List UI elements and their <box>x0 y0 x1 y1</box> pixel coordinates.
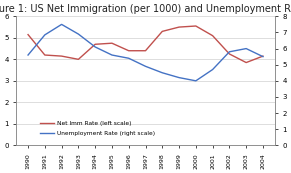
Unemployment Rate (right scale) <box>43 34 47 36</box>
Net Imm Rate (left scale) <box>194 25 198 27</box>
Net Imm Rate (left scale) <box>244 62 248 64</box>
Unemployment Rate (right scale) <box>211 69 214 71</box>
Net Imm Rate (left scale) <box>43 54 47 56</box>
Net Imm Rate (left scale) <box>93 43 97 45</box>
Net Imm Rate (left scale) <box>144 50 147 52</box>
Net Imm Rate (left scale) <box>110 42 114 44</box>
Unemployment Rate (right scale) <box>93 46 97 48</box>
Unemployment Rate (right scale) <box>228 51 231 53</box>
Unemployment Rate (right scale) <box>261 56 265 58</box>
Unemployment Rate (right scale) <box>244 48 248 50</box>
Net Imm Rate (left scale) <box>26 34 30 36</box>
Title: Figure 1: US Net Immigration (per 1000) and Unemployment Rate: Figure 1: US Net Immigration (per 1000) … <box>0 4 291 14</box>
Unemployment Rate (right scale) <box>177 77 181 79</box>
Unemployment Rate (right scale) <box>161 72 164 74</box>
Line: Net Imm Rate (left scale): Net Imm Rate (left scale) <box>28 26 263 63</box>
Unemployment Rate (right scale) <box>26 54 30 56</box>
Net Imm Rate (left scale) <box>161 30 164 32</box>
Net Imm Rate (left scale) <box>261 55 265 57</box>
Net Imm Rate (left scale) <box>177 26 181 28</box>
Unemployment Rate (right scale) <box>77 33 80 35</box>
Unemployment Rate (right scale) <box>144 65 147 67</box>
Net Imm Rate (left scale) <box>127 50 130 52</box>
Unemployment Rate (right scale) <box>60 23 63 25</box>
Legend: Net Imm Rate (left scale), Unemployment Rate (right scale): Net Imm Rate (left scale), Unemployment … <box>40 121 155 136</box>
Net Imm Rate (left scale) <box>228 53 231 55</box>
Unemployment Rate (right scale) <box>194 80 198 82</box>
Unemployment Rate (right scale) <box>127 57 130 59</box>
Net Imm Rate (left scale) <box>211 35 214 37</box>
Unemployment Rate (right scale) <box>110 54 114 56</box>
Net Imm Rate (left scale) <box>77 58 80 60</box>
Line: Unemployment Rate (right scale): Unemployment Rate (right scale) <box>28 24 263 81</box>
Net Imm Rate (left scale) <box>60 55 63 57</box>
